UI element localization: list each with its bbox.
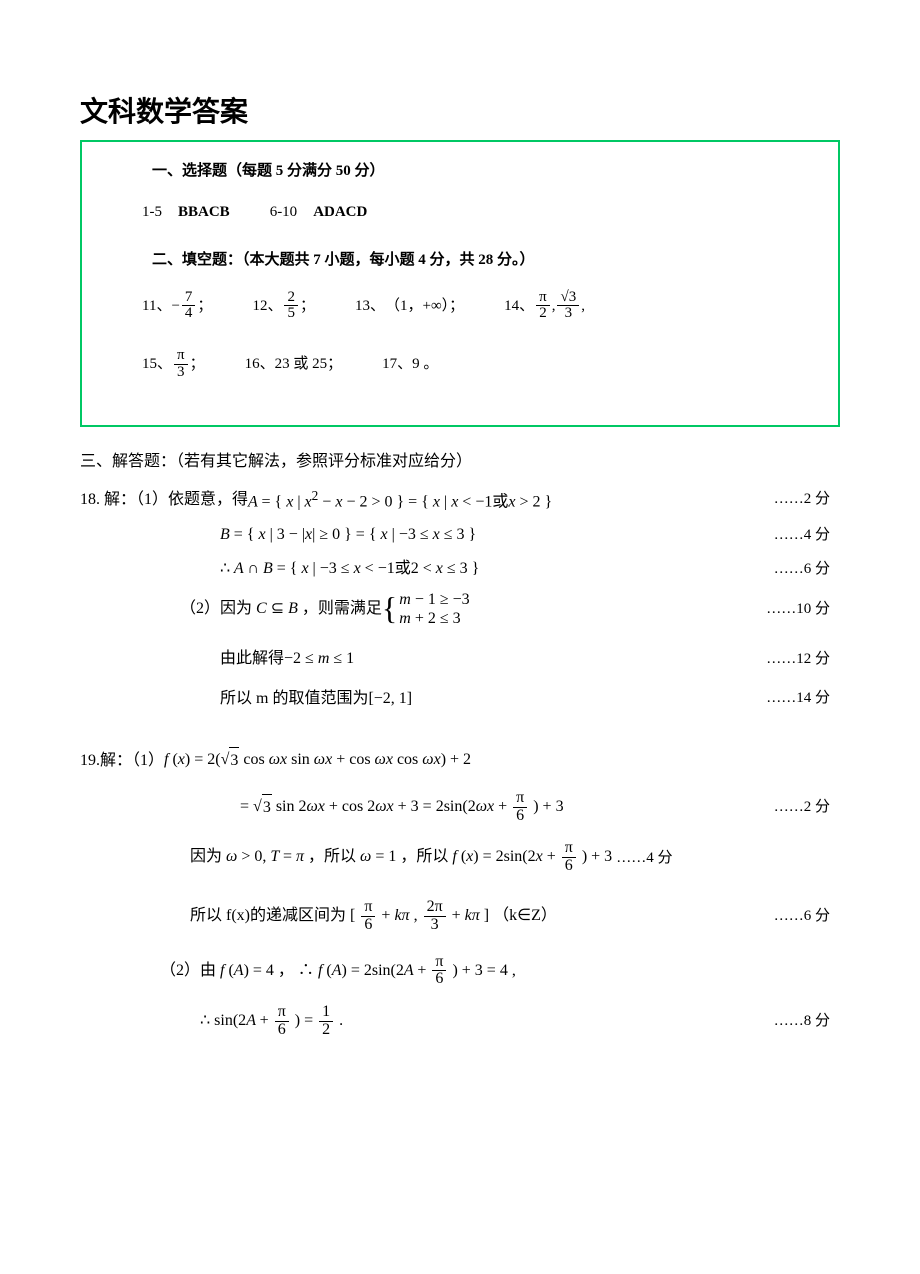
q11: 11、 − 7 4 ； [142, 290, 212, 323]
section2-heading: 二、填空题：（本大题共 7 小题，每小题 4 分，共 28 分。） [152, 249, 808, 272]
q18-l2-math: B = { x | 3 − |x| ≥ 0 } = { x | −3 ≤ x ≤… [220, 522, 476, 548]
q18-l5-pre: 由此解得 [220, 646, 284, 672]
q19-l4: 所以 f(x)的递减区间为 [ π6 + kπ , 2π3 + kπ ] （k∈… [190, 899, 557, 934]
q19-l6: ∴ sin(2A + π6 ) = 12 . [200, 1004, 343, 1039]
fill-row-1: 11、 − 7 4 ； 12、 2 5 ； 13、 （1，+∞）； [142, 290, 808, 323]
q15: 15、 π 3 ； [142, 348, 205, 381]
section1-heading: 一、选择题（每题 5 分满分 50 分） [152, 160, 808, 183]
q18-l1-math: A = { x | x2 − x − 2 > 0 } = { x | x < −… [248, 485, 552, 515]
q17: 17、 9 。 [382, 353, 438, 376]
mc-1-5-label: 1-5 [142, 201, 162, 224]
q19-l3-pts: ……4 分 [616, 846, 682, 870]
q19-solution: 19.解：（1） f (x) = 2(√3 cos ωx sin ωx + co… [80, 747, 840, 1039]
q19-l6-pts: ……8 分 [774, 1009, 840, 1033]
q18-l4-brace: { m − 1 ≥ −3 m + 2 ≤ 3 [382, 590, 470, 628]
page-title: 文科数学答案 [80, 90, 840, 130]
q18-l4-pre: （2）因为 C ⊆ B ，则需满足 [180, 596, 382, 622]
q19-l5: （2）由 f (A) = 4 ， ∴ f (A) = 2sin(2A + π6 … [160, 954, 516, 989]
q16: 16、 23 或 25； [245, 353, 343, 376]
q18-l2-pts: ……4 分 [774, 523, 840, 547]
q19-l1-pre: 19.解：（1） [80, 748, 164, 774]
q18-l1-pts: ……2 分 [774, 487, 840, 511]
q12: 12、 2 5 ； [252, 290, 315, 323]
q19-l4-pts: ……6 分 [774, 904, 840, 928]
mc-6-10-label: 6-10 [270, 201, 298, 224]
section3-heading: 三、解答题：（若有其它解法，参照评分标准对应给分） [80, 447, 840, 471]
mc-6-10-answers: ADACD [313, 201, 367, 224]
q13: 13、 （1，+∞）； [355, 295, 464, 318]
q18-l3-math: ∴ A ∩ B = { x | −3 ≤ x < −1或2 < x ≤ 3 } [220, 556, 479, 582]
page: 文科数学答案 一、选择题（每题 5 分满分 50 分） 1-5 BBACB 6-… [0, 0, 920, 1087]
fill-row-2: 15、 π 3 ； 16、 23 或 25； 17、 9 。 [142, 348, 808, 381]
q18-l6-pts: ……14 分 [766, 686, 840, 710]
q18-l3-pts: ……6 分 [774, 557, 840, 581]
q18-solution: 18. 解：（1）依题意，得 A = { x | x2 − x − 2 > 0 … [80, 485, 840, 712]
q18-l1-pre: 18. 解：（1）依题意，得 [80, 487, 248, 513]
q19-l2-pts: ……2 分 [774, 795, 840, 819]
q19-l3: 因为 ω > 0, T = π ，所以 ω = 1 ，所以 f (x) = 2s… [190, 840, 612, 875]
mc-answers-row: 1-5 BBACB 6-10 ADACD [142, 201, 808, 224]
q14: 14、 π 2 , √3 3 , [504, 290, 585, 323]
q19-l2-math: = √3 sin 2ωx + cos 2ωx + 3 = 2sin(2ωx + … [240, 790, 564, 825]
mc-1-5-answers: BBACB [178, 201, 230, 224]
q18-l6-math: [−2, 1] [368, 686, 412, 712]
q18-l6-pre: 所以 m 的取值范围为 [220, 686, 368, 712]
q18-l4-pts: ……10 分 [766, 597, 840, 621]
answers-box: 一、选择题（每题 5 分满分 50 分） 1-5 BBACB 6-10 ADAC… [80, 140, 840, 427]
q18-l5-pts: ……12 分 [766, 647, 840, 671]
q18-l5-math: −2 ≤ m ≤ 1 [284, 646, 354, 672]
q19-l1-math: f (x) = 2(√3 cos ωx sin ωx + cos ωx cos … [164, 747, 471, 774]
